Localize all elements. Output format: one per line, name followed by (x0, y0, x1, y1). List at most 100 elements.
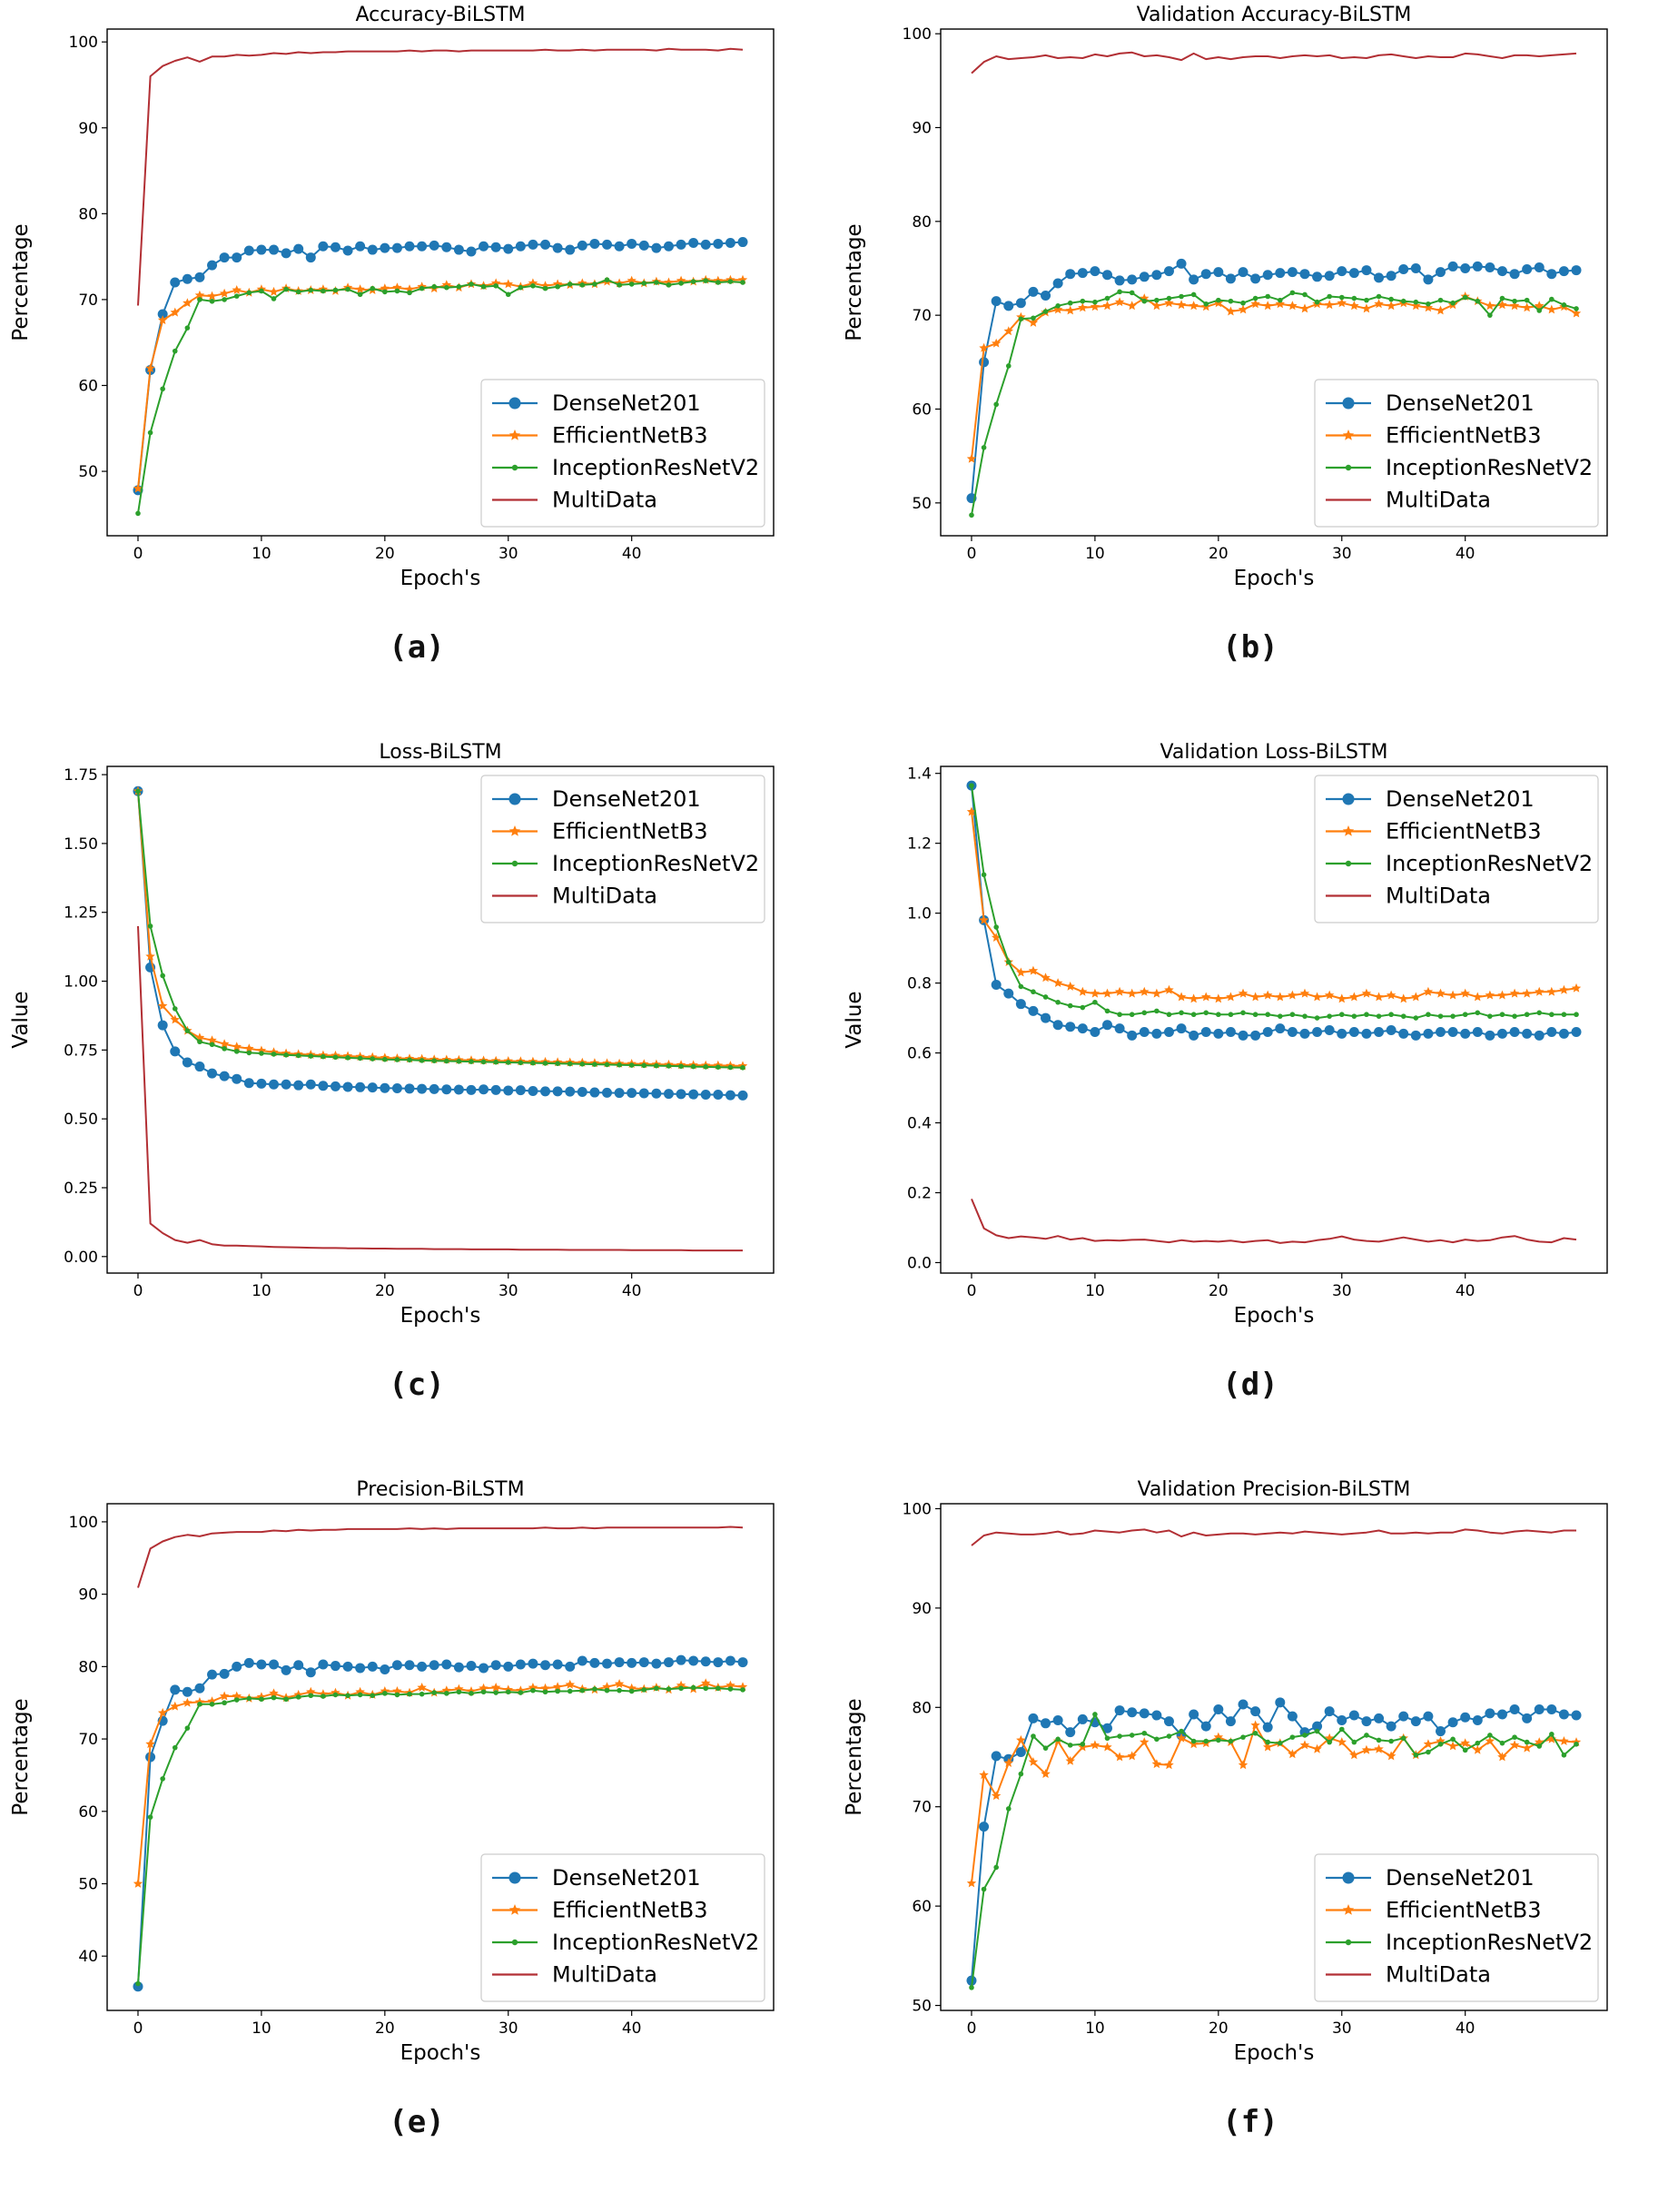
chart-d-point-densenet201 (1275, 1023, 1286, 1034)
chart-d-point-inceptionresnetv2 (1067, 1002, 1073, 1009)
chart-f-point-inceptionresnetv2 (1512, 1734, 1517, 1740)
chart-b-point-inceptionresnetv2 (1462, 294, 1468, 301)
chart-a-point-efficientnetb3 (232, 285, 242, 294)
chart-b-point-efficientnetb3 (1361, 303, 1372, 313)
chart-b-point-inceptionresnetv2 (981, 445, 987, 450)
chart-e-point-inceptionresnetv2 (345, 1693, 350, 1699)
chart-f-point-inceptionresnetv2 (1524, 1739, 1530, 1745)
chart-e-point-inceptionresnetv2 (505, 1689, 511, 1695)
chart-d-point-inceptionresnetv2 (1499, 1012, 1505, 1018)
chart-e-point-inceptionresnetv2 (567, 1688, 573, 1694)
caption-b: (b) (1222, 629, 1278, 666)
chart-b-point-densenet201 (1077, 268, 1088, 279)
chart-d-line-multidata (971, 1199, 1577, 1244)
chart-c-legend-label-multidata: MultiData (552, 884, 657, 909)
chart-b-point-densenet201 (1003, 301, 1014, 311)
chart-f-point-efficientnetb3 (1485, 1736, 1495, 1745)
chart-d-ytick-label: 0.2 (907, 1184, 932, 1202)
chart-d-xtick-label: 0 (967, 1282, 977, 1300)
chart-c-point-densenet201 (219, 1071, 230, 1081)
chart-f-point-densenet201 (1460, 1712, 1471, 1723)
chart-c-point-inceptionresnetv2 (419, 1058, 425, 1063)
chart-c-legend-marker-inceptionresnetv2 (511, 860, 518, 867)
chart-d-point-efficientnetb3 (1250, 992, 1260, 1002)
chart-e-point-densenet201 (404, 1660, 415, 1671)
chart-e-point-densenet201 (725, 1655, 735, 1666)
chart-e-point-densenet201 (688, 1655, 699, 1666)
chart-a-point-efficientnetb3 (627, 275, 637, 285)
chart-e-legend-marker-efficientnetb3 (508, 1904, 521, 1915)
chart-e-legend-marker-densenet201 (508, 1871, 521, 1884)
chart-f-point-densenet201 (1238, 1699, 1249, 1710)
chart-b-point-densenet201 (1275, 268, 1286, 279)
chart-f-point-inceptionresnetv2 (1080, 1741, 1086, 1747)
chart-d-xtick-label: 20 (1209, 1282, 1229, 1300)
chart-a-point-densenet201 (676, 239, 686, 250)
chart-a-point-densenet201 (219, 252, 230, 263)
chart-f-point-densenet201 (1398, 1711, 1409, 1722)
chart-b-point-efficientnetb3 (1411, 301, 1421, 311)
chart-a-point-inceptionresnetv2 (407, 290, 412, 296)
chart-e-point-inceptionresnetv2 (209, 1702, 215, 1707)
chart-e-point-inceptionresnetv2 (703, 1685, 709, 1692)
chart-b-point-efficientnetb3 (1065, 305, 1075, 315)
chart-c-point-densenet201 (663, 1089, 674, 1100)
chart-a-point-inceptionresnetv2 (357, 291, 363, 298)
chart-e-point-densenet201 (577, 1655, 587, 1666)
chart-e-point-inceptionresnetv2 (654, 1685, 659, 1692)
chart-c-axes-frame (106, 765, 775, 1274)
chart-f-point-densenet201 (1200, 1721, 1211, 1732)
chart-e-point-densenet201 (182, 1686, 192, 1697)
chart-b-point-inceptionresnetv2 (1190, 291, 1197, 298)
chart-d-point-inceptionresnetv2 (1277, 1013, 1283, 1019)
chart-f-ytick-label: 100 (903, 1500, 932, 1518)
chart-d-point-densenet201 (1337, 1028, 1347, 1039)
chart-f-point-efficientnetb3 (1299, 1740, 1310, 1750)
chart-c-point-inceptionresnetv2 (703, 1064, 709, 1070)
chart-f-point-efficientnetb3 (1041, 1769, 1051, 1778)
chart-a-point-densenet201 (490, 242, 501, 252)
chart-b-point-densenet201 (991, 296, 1002, 307)
chart-b-point-efficientnetb3 (1151, 301, 1162, 311)
chart-a-point-inceptionresnetv2 (345, 286, 350, 292)
chart-e-point-inceptionresnetv2 (480, 1689, 487, 1695)
chart-d-point-densenet201 (1496, 1028, 1507, 1039)
chart-f-point-efficientnetb3 (1238, 1760, 1249, 1770)
chart-b-point-inceptionresnetv2 (1426, 301, 1431, 307)
chart-a-point-densenet201 (515, 241, 526, 252)
chart-d-point-densenet201 (1127, 1030, 1138, 1041)
chart-a-point-inceptionresnetv2 (505, 291, 511, 298)
chart-b-point-densenet201 (1436, 267, 1446, 278)
chart-b-point-efficientnetb3 (1226, 306, 1236, 316)
chart-a-point-inceptionresnetv2 (135, 510, 141, 517)
chart-d-point-inceptionresnetv2 (1240, 1010, 1246, 1016)
chart-b-point-inceptionresnetv2 (1216, 297, 1221, 303)
chart-e-point-inceptionresnetv2 (431, 1690, 438, 1695)
chart-b-point-efficientnetb3 (1509, 301, 1520, 311)
chart-d-point-inceptionresnetv2 (1104, 1008, 1110, 1014)
chart-c-title: Loss-BiLSTM (379, 741, 501, 764)
chart-f-point-inceptionresnetv2 (1228, 1738, 1234, 1744)
chart-f-point-inceptionresnetv2 (1277, 1740, 1283, 1746)
chart-e-point-inceptionresnetv2 (332, 1692, 339, 1698)
chart-b: Validation Accuracy-BiLSTM 0 10 20 30 40 50 60 7… (843, 4, 1608, 590)
chart-b-point-efficientnetb3 (1349, 301, 1359, 311)
chart-b-point-inceptionresnetv2 (1574, 306, 1579, 311)
chart-e-point-densenet201 (540, 1660, 551, 1671)
chart-a-point-densenet201 (614, 241, 625, 252)
chart-a-point-inceptionresnetv2 (641, 281, 647, 286)
chart-a-point-efficientnetb3 (183, 298, 192, 308)
chart-c-point-densenet201 (737, 1090, 748, 1101)
chart-b-point-efficientnetb3 (1238, 304, 1249, 314)
chart-a-point-densenet201 (479, 241, 489, 252)
chart-c-point-densenet201 (503, 1085, 514, 1096)
chart-d-point-inceptionresnetv2 (1203, 1010, 1209, 1016)
chart-b-point-densenet201 (1250, 273, 1261, 284)
chart-f-point-inceptionresnetv2 (1031, 1733, 1036, 1739)
chart-d-point-efficientnetb3 (1151, 988, 1162, 998)
chart-f-point-efficientnetb3 (1288, 1749, 1298, 1759)
chart-a-point-densenet201 (207, 260, 218, 271)
chart-c-point-inceptionresnetv2 (431, 1058, 438, 1063)
chart-f-point-densenet201 (1374, 1713, 1385, 1723)
chart-f-point-efficientnetb3 (1546, 1733, 1557, 1743)
